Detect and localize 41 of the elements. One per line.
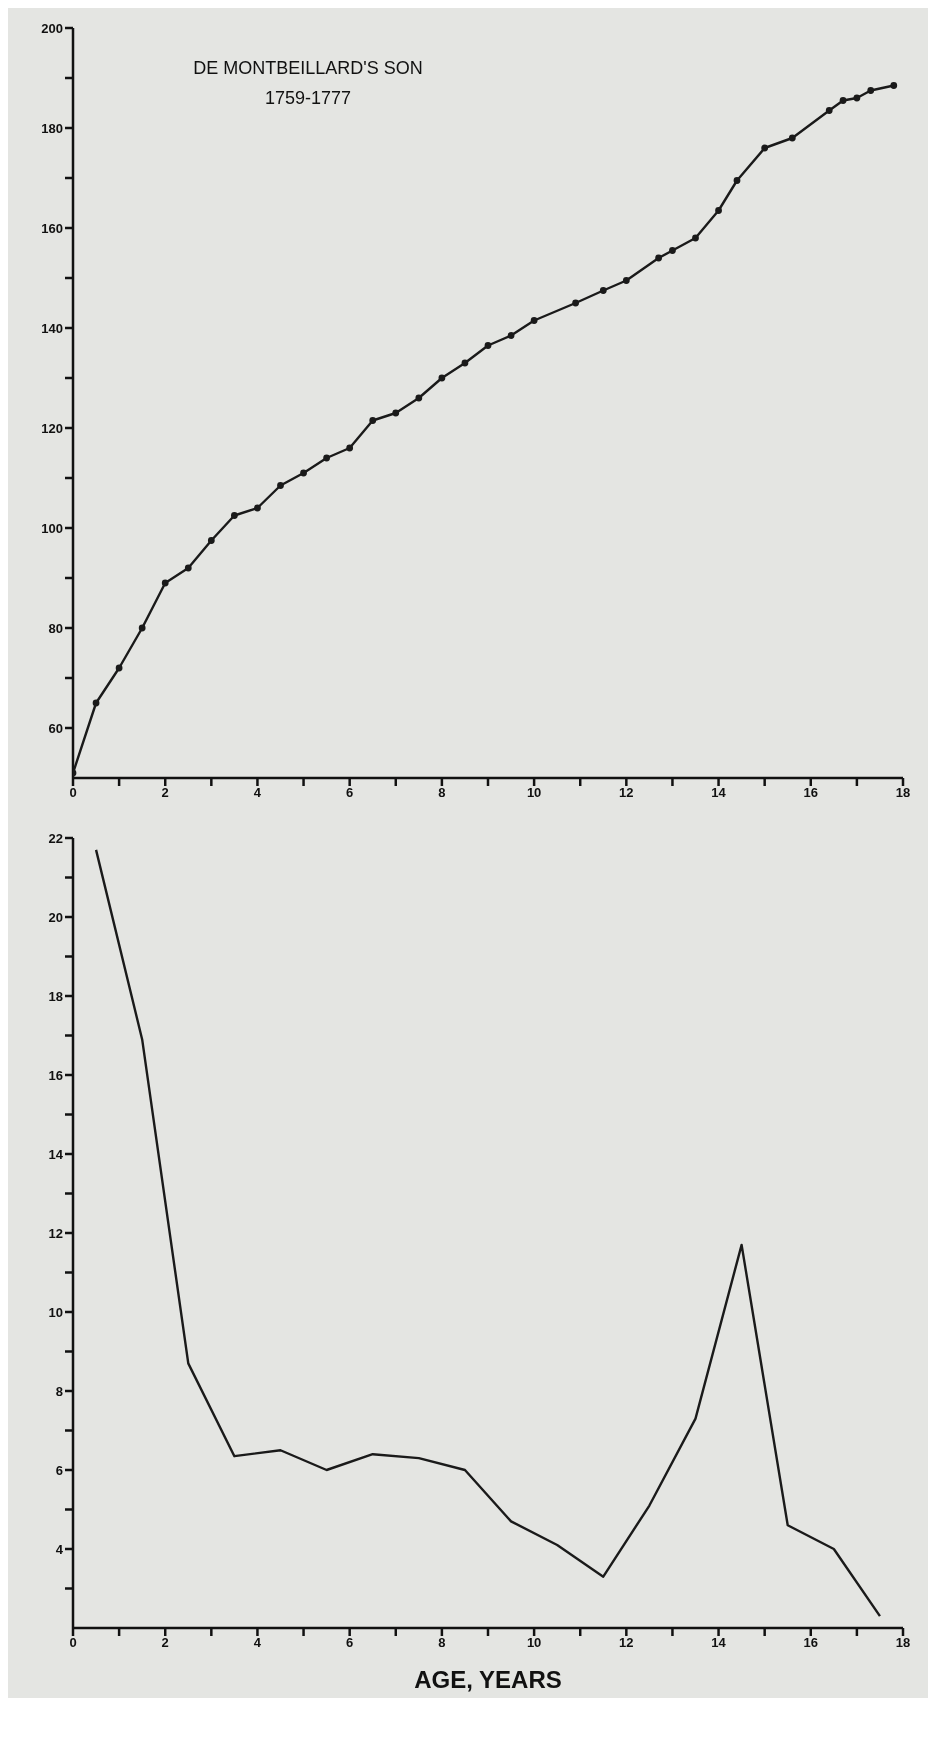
x-tick-label: 16 — [803, 1635, 819, 1651]
y-tick-label: 6 — [55, 1462, 63, 1478]
y-tick-label: 180 — [41, 120, 63, 136]
x-tick-label: 0 — [69, 1635, 77, 1651]
y-tick-label: 60 — [48, 720, 63, 736]
x-tick-label: 12 — [619, 785, 634, 801]
x-tick-label: 18 — [895, 1635, 911, 1651]
x-tick-label: 16 — [803, 785, 819, 801]
x-tick-label: 14 — [711, 785, 727, 801]
y-tick-label: 140 — [41, 320, 63, 336]
x-tick-label: 4 — [253, 1635, 262, 1651]
y-tick-label: 18 — [48, 988, 63, 1004]
x-tick-label: 8 — [438, 785, 446, 801]
y-tick-label: 80 — [48, 620, 63, 636]
y-tick-label: 200 — [41, 20, 63, 36]
x-tick-label: 18 — [895, 785, 911, 801]
y-tick-label: 22 — [48, 830, 63, 846]
text: DE MONTBEILLARD'S SON — [192, 57, 424, 80]
x-tick-label: 14 — [711, 1635, 727, 1651]
y-tick-label: 16 — [48, 1067, 63, 1083]
x-tick-label: 2 — [161, 785, 169, 801]
y-tick-label: 100 — [41, 520, 63, 536]
x-tick-label: 4 — [253, 785, 262, 801]
x-axis-title: AGE, YEARS — [414, 1666, 562, 1693]
y-tick-label: 12 — [48, 1225, 63, 1241]
x-tick-label: 6 — [346, 1635, 354, 1651]
x-tick-label: 8 — [438, 1635, 446, 1651]
x-tick-label: 12 — [619, 1635, 634, 1651]
x-tick-label: 10 — [526, 785, 542, 801]
text: 1759-1777 — [263, 87, 353, 110]
y-tick-label: 8 — [55, 1383, 63, 1399]
x-tick-label: 2 — [161, 1635, 169, 1651]
y-tick-label: 120 — [41, 420, 63, 436]
x-tick-label: 0 — [69, 785, 77, 801]
y-tick-label: 20 — [48, 909, 63, 925]
y-tick-label: 4 — [55, 1541, 64, 1557]
y-tick-label: 10 — [48, 1304, 63, 1320]
y-tick-label: 14 — [48, 1146, 64, 1162]
x-tick-label: 6 — [346, 785, 354, 801]
x-tick-label: 10 — [526, 1635, 542, 1651]
y-tick-label: 160 — [41, 220, 63, 236]
